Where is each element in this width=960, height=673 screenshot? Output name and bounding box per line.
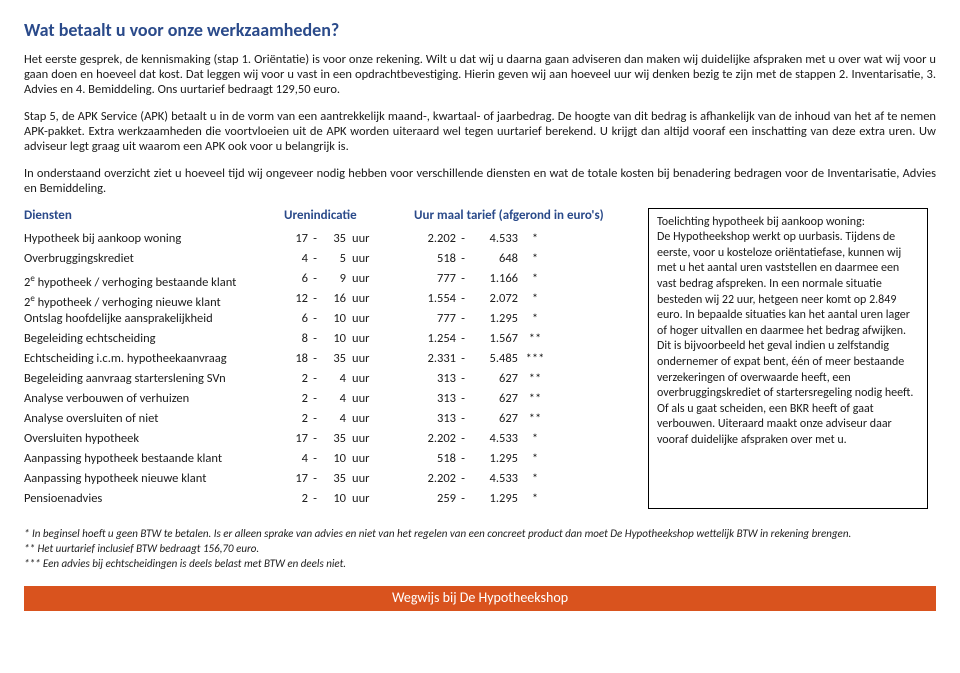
intro-para-2: Stap 5, de APK Service (APK) betaalt u i…: [24, 109, 936, 154]
rate-cell: 2.202-4.533*: [414, 429, 634, 449]
service-label: Analyse oversluiten of niet: [24, 409, 284, 429]
service-label: Hypotheek bij aankoop woning: [24, 229, 284, 249]
rate-cell: 777-1.166*: [414, 269, 634, 289]
rate-cell: 1.254-1.567**: [414, 329, 634, 349]
service-label: Ontslag hoofdelijke aansprakelijkheid: [24, 309, 284, 329]
footer-bar: Wegwijs bij De Hypotheekshop: [24, 586, 936, 611]
hours-cell: 17-35uur: [284, 229, 414, 249]
hours-cell: 2-4uur: [284, 389, 414, 409]
rate-cell: 518-648*: [414, 249, 634, 269]
service-label: Overbruggingskrediet: [24, 249, 284, 269]
col-header-rates: Uur maal tarief (afgerond in euro's): [414, 208, 634, 224]
pricing-table: Diensten Hypotheek bij aankoop woningOve…: [24, 208, 936, 510]
col-header-services: Diensten: [24, 208, 284, 224]
rate-cell: 518-1.295*: [414, 449, 634, 469]
hours-cell: 4-10uur: [284, 449, 414, 469]
hours-cell: 12-16uur: [284, 289, 414, 309]
hours-cell: 8-10uur: [284, 329, 414, 349]
hours-cell: 17-35uur: [284, 469, 414, 489]
rate-cell: 259-1.295*: [414, 489, 634, 509]
hours-cell: 6-9uur: [284, 269, 414, 289]
hours-cell: 2-4uur: [284, 409, 414, 429]
hours-cell: 2-4uur: [284, 369, 414, 389]
rate-cell: 313-627**: [414, 409, 634, 429]
hours-cell: 2-10uur: [284, 489, 414, 509]
rate-cell: 1.554-2.072*: [414, 289, 634, 309]
intro-para-3: In onderstaand overzicht ziet u hoeveel …: [24, 166, 936, 196]
sidebar-explanation: Toelichting hypotheek bij aankoop woning…: [648, 208, 928, 510]
service-label: Echtscheiding i.c.m. hypotheekaanvraag: [24, 349, 284, 369]
hours-cell: 6-10uur: [284, 309, 414, 329]
service-label: 2e hypotheek / verhoging bestaande klant: [24, 269, 284, 289]
rate-cell: 2.202-4.533*: [414, 469, 634, 489]
footnotes: * In beginsel hoeft u geen BTW te betale…: [24, 527, 936, 572]
hours-cell: 18-35uur: [284, 349, 414, 369]
hours-cell: 17-35uur: [284, 429, 414, 449]
service-label: Analyse verbouwen of verhuizen: [24, 389, 284, 409]
col-header-hours: Urenindicatie: [284, 208, 414, 224]
service-label: Begeleiding echtscheiding: [24, 329, 284, 349]
rate-cell: 2.202-4.533*: [414, 229, 634, 249]
service-label: Begeleiding aanvraag starterslening SVn: [24, 369, 284, 389]
intro-para-1: Het eerste gesprek, de kennismaking (sta…: [24, 52, 936, 97]
service-label: Pensioenadvies: [24, 489, 284, 509]
service-label: Aanpassing hypotheek nieuwe klant: [24, 469, 284, 489]
rate-cell: 2.331-5.485***: [414, 349, 634, 369]
service-label: Oversluiten hypotheek: [24, 429, 284, 449]
rate-cell: 777-1.295*: [414, 309, 634, 329]
page-title: Wat betaalt u voor onze werkzaamheden?: [24, 20, 936, 42]
rate-cell: 313-627**: [414, 369, 634, 389]
service-label: Aanpassing hypotheek bestaande klant: [24, 449, 284, 469]
hours-cell: 4-5uur: [284, 249, 414, 269]
rate-cell: 313-627**: [414, 389, 634, 409]
service-label: 2e hypotheek / verhoging nieuwe klant: [24, 289, 284, 309]
